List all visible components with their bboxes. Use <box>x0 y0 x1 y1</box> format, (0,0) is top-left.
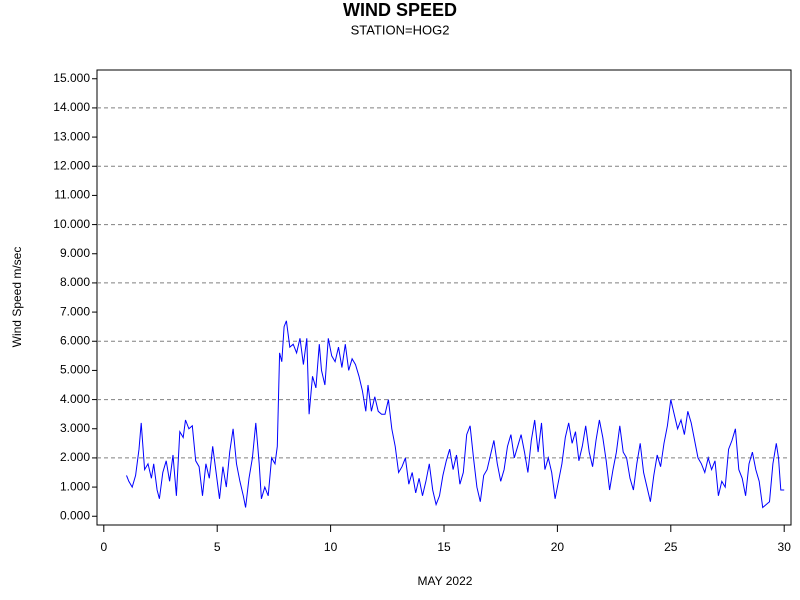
plot-frame <box>96 69 792 526</box>
y-tick-label: 13.000 <box>53 129 90 143</box>
y-tick-label: 8.000 <box>60 275 90 289</box>
x-tick-label: 20 <box>551 540 565 554</box>
y-tick-label: 1.000 <box>60 479 90 493</box>
y-tick-label: 4.000 <box>60 392 90 406</box>
x-axis-label: MAY 2022 <box>418 574 473 588</box>
x-tick-label: 30 <box>778 540 792 554</box>
y-tick-label: 10.000 <box>53 217 90 231</box>
x-tick-label: 5 <box>214 540 221 554</box>
chart-subtitle: STATION=HOG2 <box>351 22 450 37</box>
y-tick-label: 12.000 <box>53 158 90 172</box>
x-tick-label: 0 <box>100 540 107 554</box>
y-tick-label: 5.000 <box>60 363 90 377</box>
x-tick-label: 25 <box>664 540 678 554</box>
y-tick-label: 11.000 <box>54 188 90 202</box>
y-tick-label: 3.000 <box>60 421 90 435</box>
y-tick-label: 14.000 <box>53 100 90 114</box>
y-tick-label: 15.000 <box>53 71 90 85</box>
chart-title: WIND SPEED <box>343 0 457 20</box>
y-tick-label: 0.000 <box>60 508 90 522</box>
y-tick-label: 7.000 <box>60 304 90 318</box>
y-tick-label: 2.000 <box>60 450 90 464</box>
y-tick-label: 6.000 <box>60 333 90 347</box>
data-line <box>126 320 785 509</box>
y-axis-label: Wind Speed m/sec <box>10 247 24 348</box>
y-tick-label: 9.000 <box>60 246 90 260</box>
x-tick-label: 15 <box>437 540 451 554</box>
x-tick-label: 10 <box>324 540 338 554</box>
